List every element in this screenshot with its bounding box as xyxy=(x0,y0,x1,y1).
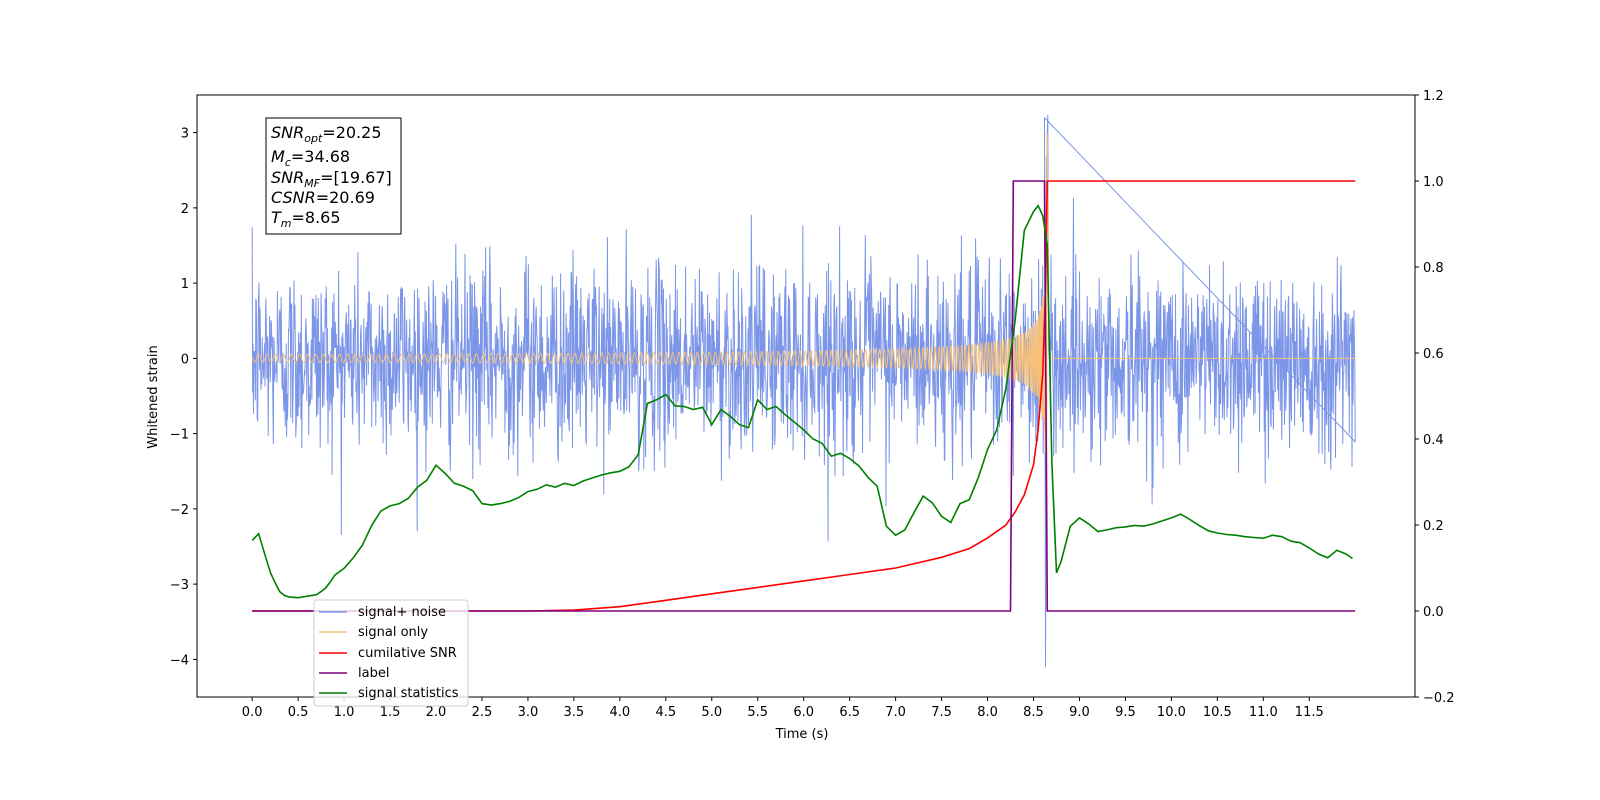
y-left-tick-label: −1 xyxy=(170,428,189,443)
x-tick-label: 6.5 xyxy=(839,705,860,720)
signal-statistics-line xyxy=(251,204,1353,599)
info-snr-opt-subscript: opt xyxy=(304,132,323,145)
x-tick-label: 9.5 xyxy=(1115,705,1136,720)
y-left-tick-label: 1 xyxy=(181,277,189,292)
info-csnr-symbol: CSNR xyxy=(271,188,316,207)
x-tick-label: 10.0 xyxy=(1157,705,1186,720)
x-tick-label: 3.5 xyxy=(564,705,585,720)
x-tick-label: 2.5 xyxy=(472,705,493,720)
legend-frame xyxy=(313,599,469,707)
x-tick-label: 7.5 xyxy=(931,705,952,720)
signal-plus-noise-line xyxy=(251,114,1356,668)
legend-label-signal-only: signal only xyxy=(358,625,428,640)
x-axis-label: Time (s) xyxy=(775,727,829,742)
x-tick-label: 11.0 xyxy=(1249,705,1278,720)
x-tick-label: 8.5 xyxy=(1023,705,1044,720)
info-chirp-mass-symbol: M xyxy=(271,147,285,166)
legend-label-cumulative-snr: cumilative SNR xyxy=(358,646,457,661)
plot-frame xyxy=(196,94,1416,698)
x-tick-label: 10.5 xyxy=(1203,705,1232,720)
y-left-tick-label: −3 xyxy=(170,578,189,593)
x-tick-label: 5.5 xyxy=(747,705,768,720)
y-left-tick-label: 2 xyxy=(181,202,189,217)
legend-label-signal-statistics: signal statistics xyxy=(358,686,459,701)
y-right-axis-ticks: 1.2 1.0 0.8 0.6 0.4 0.2 0.0 −0.2 xyxy=(1415,89,1455,706)
info-csnr: CSNR=20.69 xyxy=(271,188,375,207)
y-right-tick-label: 1.2 xyxy=(1423,89,1444,104)
x-tick-label: 4.0 xyxy=(610,705,631,720)
x-tick-label: 0.0 xyxy=(242,705,263,720)
y-left-tick-label: 0 xyxy=(181,352,189,367)
x-tick-label: 3.0 xyxy=(518,705,539,720)
info-tm-symbol: T xyxy=(271,208,282,227)
info-box: SNRopt=20.25 Mc=34.68 SNRMF=[19.67] CSNR… xyxy=(265,117,402,235)
info-csnr-value: =20.69 xyxy=(316,188,375,207)
x-tick-label: 4.5 xyxy=(655,705,676,720)
cumulative-snr-line xyxy=(252,180,1356,612)
y-left-tick-label: 3 xyxy=(181,127,189,142)
info-box-frame xyxy=(265,117,402,235)
y-right-tick-label: 1.0 xyxy=(1423,175,1444,190)
y-right-tick-label: 0.8 xyxy=(1423,261,1444,276)
y-right-tick-label: 0.0 xyxy=(1423,605,1444,620)
y-right-tick-label: 0.2 xyxy=(1423,519,1444,534)
info-snr-mf-symbol: SNR xyxy=(271,168,304,187)
x-tick-label: 11.5 xyxy=(1295,705,1324,720)
info-tm-subscript: m xyxy=(281,217,292,230)
x-tick-label: 9.0 xyxy=(1069,705,1090,720)
y-left-tick-label: −4 xyxy=(170,653,189,668)
y-right-tick-label: 0.6 xyxy=(1423,347,1444,362)
info-tm: Tm=8.65 xyxy=(271,208,341,230)
series-layer xyxy=(251,114,1356,668)
label-line xyxy=(252,180,1356,612)
y-right-tick-label: 0.4 xyxy=(1423,433,1444,448)
x-tick-label: 8.0 xyxy=(977,705,998,720)
x-axis-ticks: 0.0 0.5 1.0 1.5 2.0 2.5 3.0 3.5 4.0 4.5 5.0 5.5 6.0 6… xyxy=(242,697,1324,720)
info-tm-value: =8.65 xyxy=(292,208,341,227)
legend: signal+ noise signal only cumilative SNR… xyxy=(313,599,469,707)
y-left-axis-ticks: 3 2 1 0 −1 −2 −3 −4 xyxy=(170,127,197,668)
info-chirp-mass-value: =34.68 xyxy=(291,147,350,166)
x-tick-label: 0.5 xyxy=(288,705,309,720)
x-tick-label: 5.0 xyxy=(701,705,722,720)
info-snr-opt: SNRopt=20.25 xyxy=(271,123,382,145)
signal-only-line xyxy=(251,133,1356,545)
x-tick-label: 6.0 xyxy=(793,705,814,720)
info-snr-mf-subscript: MF xyxy=(304,177,320,190)
info-snr-mf-value: =[19.67] xyxy=(320,168,392,187)
info-chirp-mass: Mc=34.68 xyxy=(271,147,350,169)
x-tick-label: 7.0 xyxy=(885,705,906,720)
y-right-tick-label: −0.2 xyxy=(1423,691,1455,706)
y-axis-label: Whitened strain xyxy=(146,345,161,448)
x-tick-label: 2.0 xyxy=(426,705,447,720)
x-tick-label: 1.5 xyxy=(380,705,401,720)
x-tick-label: 1.0 xyxy=(334,705,355,720)
y-left-tick-label: −2 xyxy=(170,503,189,518)
info-chirp-mass-subscript: c xyxy=(285,156,291,169)
legend-label-signal-plus-noise: signal+ noise xyxy=(358,605,446,620)
info-snr-opt-value: =20.25 xyxy=(322,123,381,142)
legend-label-label: label xyxy=(358,666,389,681)
info-snr-opt-symbol: SNR xyxy=(271,123,304,142)
info-snr-mf: SNRMF=[19.67] xyxy=(271,168,392,190)
